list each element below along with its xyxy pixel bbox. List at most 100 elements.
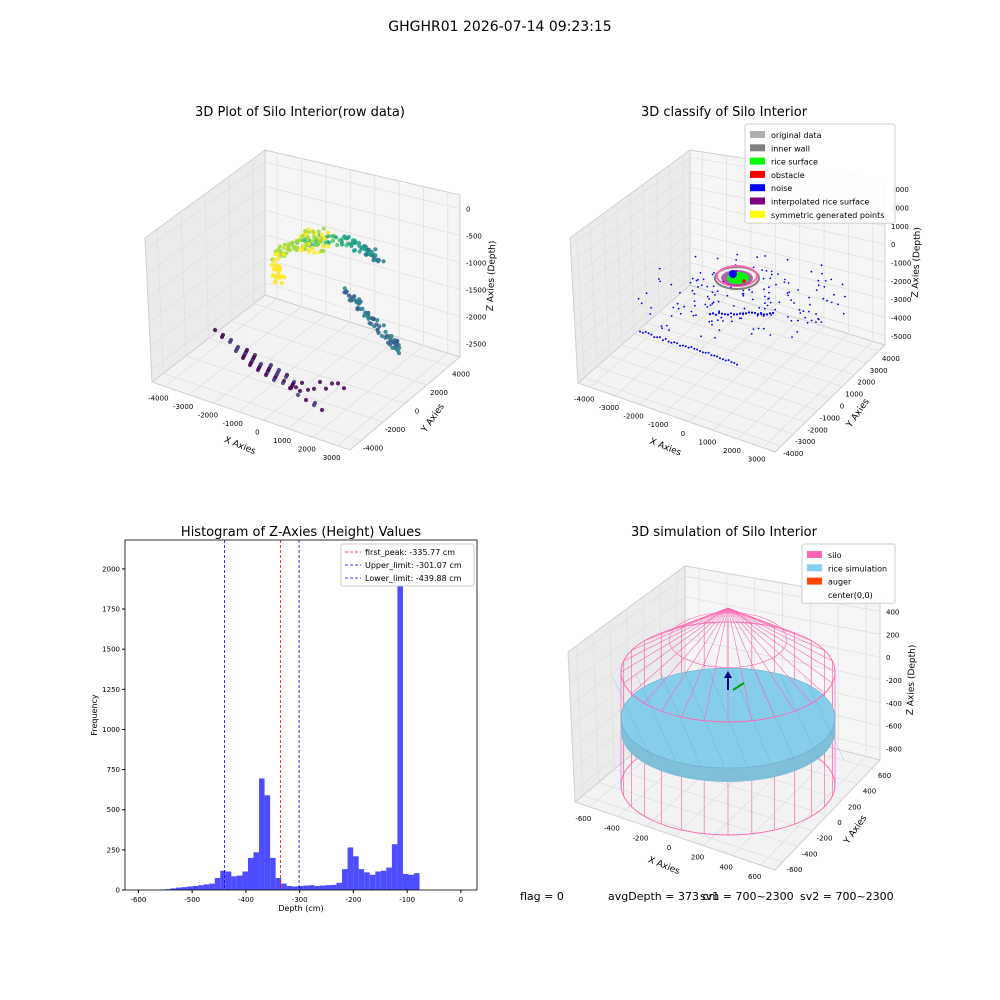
scatter-point (321, 226, 326, 231)
noise-point (639, 330, 641, 333)
histogram-bar (336, 882, 343, 890)
scatter-point (283, 374, 289, 380)
noise-point (770, 273, 773, 276)
noise-point (700, 284, 703, 287)
z-tick-label: -2000 (466, 314, 486, 322)
noise-point (799, 312, 802, 314)
y-tick-label: 400 (863, 788, 876, 796)
legend-label: original data (771, 131, 822, 140)
noise-point (742, 292, 745, 295)
noise-point (762, 327, 765, 330)
histogram-bar (319, 885, 326, 890)
noise-point (820, 264, 823, 267)
histogram-bar (209, 883, 215, 890)
histogram-bar (386, 867, 392, 890)
noise-point (810, 319, 813, 322)
scatter-point (366, 316, 371, 321)
noise-point (790, 319, 793, 322)
scatter-point (286, 246, 291, 251)
gridline-x (337, 192, 449, 447)
silo-roof-line (727, 607, 836, 673)
histogram-bar (353, 856, 359, 890)
noise-point (679, 312, 682, 315)
scatter-point (335, 242, 340, 248)
noise-point (777, 273, 779, 275)
noise-point (788, 291, 791, 294)
legend-swatch (750, 210, 765, 218)
histogram-bar (397, 559, 403, 890)
silo-roof-line (704, 607, 729, 624)
noise-point (658, 267, 661, 270)
y-tick-label: 1750 (102, 606, 120, 614)
histogram-bar (176, 887, 182, 890)
noise-point (771, 311, 775, 315)
scatter-point (319, 232, 324, 237)
legend-label: rice simulation (828, 564, 887, 573)
legend-label: Lower_limit: -439.88 cm (365, 574, 462, 583)
legend-label: Upper_limit: -301.07 cm (365, 561, 462, 570)
noise-point (650, 306, 652, 309)
histogram-bar (402, 873, 409, 890)
histogram-bar (247, 857, 254, 890)
noise-point (711, 273, 714, 276)
legend-swatch (807, 577, 822, 585)
noise-point (709, 304, 712, 306)
scatter-point (333, 235, 339, 240)
z-tick-label: -1000 (891, 260, 911, 268)
noise-point (700, 335, 702, 338)
scatter-point (355, 307, 360, 312)
gridline-y (252, 158, 450, 367)
noise-point (691, 289, 694, 292)
y-axis-label: Y Axies (419, 402, 447, 435)
noise-point (774, 308, 777, 311)
gridline-x (287, 180, 400, 430)
histogram-bar (264, 795, 271, 890)
x-tick-label: -3000 (599, 404, 619, 412)
noise-point (717, 311, 721, 314)
scatter-point (357, 243, 362, 248)
legend-swatch (807, 551, 822, 558)
y-tick-label: -2000 (807, 426, 827, 434)
noise-point (690, 346, 693, 348)
noise-point (742, 294, 745, 297)
gridline-x (238, 169, 351, 413)
scatter-point (373, 253, 378, 258)
noise-point (690, 310, 693, 313)
scatter-point (346, 293, 352, 298)
legend-label: first_peak: -335.77 cm (365, 548, 455, 557)
rice-mesh-line (755, 671, 797, 765)
noise-point (670, 315, 673, 317)
y-tick-label: -4000 (363, 445, 383, 453)
scatter-point (349, 242, 354, 247)
noise-point (677, 307, 680, 310)
noise-point (742, 289, 745, 292)
noise-point (691, 277, 694, 280)
scatter-point (322, 236, 327, 241)
scatter-point (381, 259, 386, 264)
noise-point (718, 310, 720, 313)
histogram-bar (170, 888, 176, 890)
x-tick-label: -200 (345, 896, 361, 904)
z-tick-label: 3000 (891, 186, 909, 194)
z-tick-label: 400 (886, 608, 899, 616)
x-tick-label: 0 (255, 428, 259, 436)
gridline-y (156, 229, 362, 442)
noise-point (692, 314, 695, 317)
histogram-bar (347, 847, 354, 890)
z-tick-label: -2000 (891, 278, 911, 286)
panel-title: 3D classify of Silo Interior (641, 105, 808, 120)
scatter-point (279, 280, 284, 286)
scatter-point (233, 348, 239, 354)
y-tick-label: -3000 (795, 438, 815, 446)
histogram-bar (231, 876, 237, 890)
y-tick-label: 4000 (882, 355, 900, 363)
x-tick-label: 400 (719, 863, 732, 871)
z-tick-label: -200 (886, 677, 902, 685)
scatter-point (367, 251, 372, 256)
scatter-point (263, 372, 269, 378)
noise-point (704, 303, 707, 306)
noise-point (736, 253, 739, 256)
noise-point (748, 288, 751, 291)
noise-point (760, 313, 763, 316)
silo-roof-line (727, 607, 753, 721)
